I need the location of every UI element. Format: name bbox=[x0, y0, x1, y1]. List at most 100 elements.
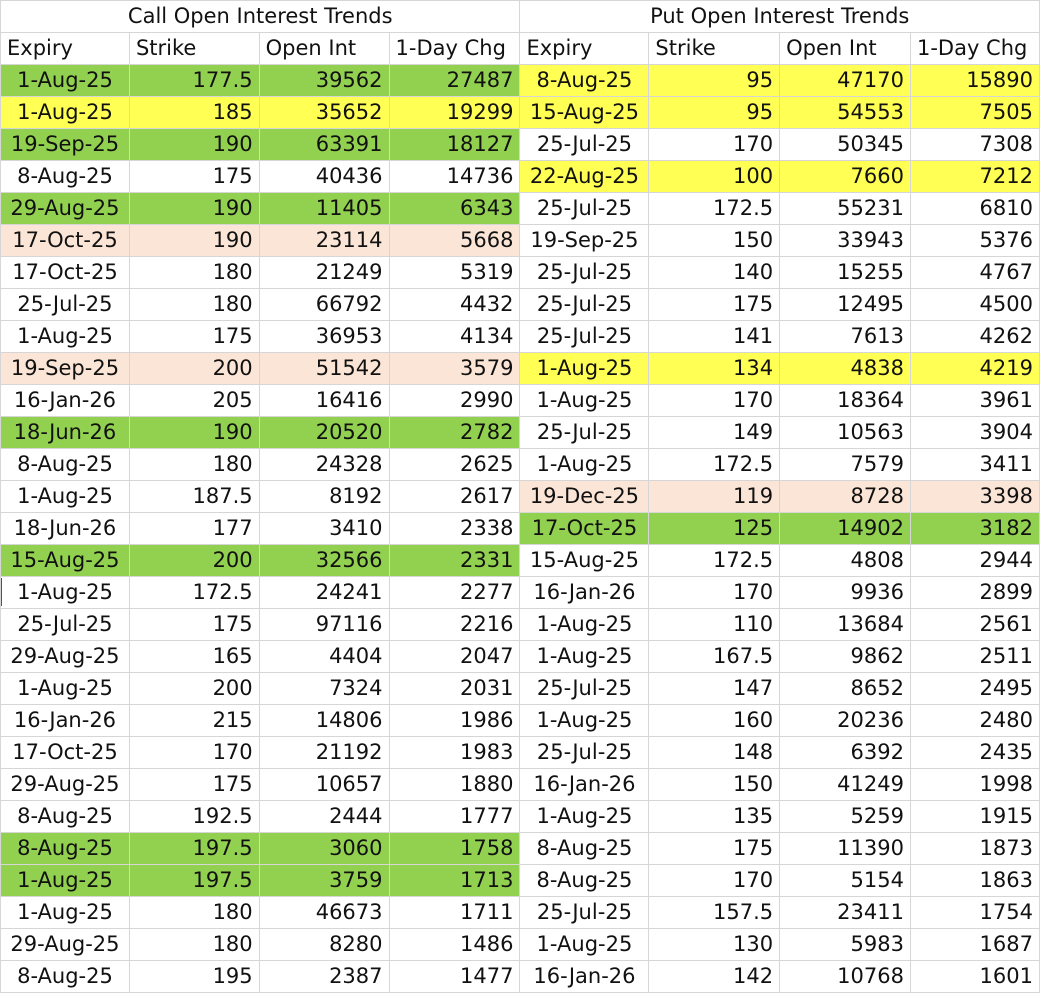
call-header-strike[interactable]: Strike bbox=[128, 32, 260, 65]
call-cell-open-int[interactable]: 24241 bbox=[258, 576, 390, 609]
call-cell-expiry[interactable]: 1-Aug-25 bbox=[0, 672, 130, 705]
call-cell-expiry[interactable]: 1-Aug-25 bbox=[0, 576, 130, 609]
call-cell-1-day-chg[interactable]: 2031 bbox=[388, 672, 521, 705]
put-cell-expiry[interactable]: 25-Jul-25 bbox=[519, 128, 650, 161]
put-cell-1-day-chg[interactable]: 1754 bbox=[909, 896, 1040, 929]
put-cell-expiry[interactable]: 25-Jul-25 bbox=[519, 320, 650, 353]
put-cell-1-day-chg[interactable]: 3398 bbox=[909, 480, 1040, 513]
call-cell-expiry[interactable]: 29-Aug-25 bbox=[0, 192, 130, 225]
put-cell-open-int[interactable]: 9862 bbox=[779, 640, 911, 673]
call-cell-1-day-chg[interactable]: 1983 bbox=[388, 736, 521, 769]
call-cell-open-int[interactable]: 51542 bbox=[258, 352, 390, 385]
call-cell-strike[interactable]: 180 bbox=[128, 288, 260, 321]
put-cell-strike[interactable]: 172.5 bbox=[648, 544, 781, 577]
put-cell-open-int[interactable]: 11390 bbox=[779, 832, 911, 865]
put-cell-1-day-chg[interactable]: 1601 bbox=[909, 960, 1040, 993]
call-cell-expiry[interactable]: 18-Jun-26 bbox=[0, 512, 130, 545]
call-cell-1-day-chg[interactable]: 1880 bbox=[388, 768, 521, 801]
call-cell-strike[interactable]: 190 bbox=[128, 224, 260, 257]
put-cell-open-int[interactable]: 7613 bbox=[779, 320, 911, 353]
put-cell-1-day-chg[interactable]: 4262 bbox=[909, 320, 1040, 353]
put-cell-expiry[interactable]: 25-Jul-25 bbox=[519, 896, 650, 929]
call-cell-open-int[interactable]: 40436 bbox=[258, 160, 390, 193]
call-cell-open-int[interactable]: 3759 bbox=[258, 864, 390, 897]
put-cell-open-int[interactable]: 6392 bbox=[779, 736, 911, 769]
put-cell-1-day-chg[interactable]: 6810 bbox=[909, 192, 1040, 225]
put-cell-open-int[interactable]: 47170 bbox=[779, 64, 911, 97]
call-cell-open-int[interactable]: 23114 bbox=[258, 224, 390, 257]
put-cell-open-int[interactable]: 13684 bbox=[779, 608, 911, 641]
call-cell-1-day-chg[interactable]: 1477 bbox=[388, 960, 521, 993]
call-cell-open-int[interactable]: 8192 bbox=[258, 480, 390, 513]
put-cell-1-day-chg[interactable]: 2435 bbox=[909, 736, 1040, 769]
put-cell-expiry[interactable]: 15-Aug-25 bbox=[519, 96, 650, 129]
call-cell-strike[interactable]: 200 bbox=[128, 544, 260, 577]
call-cell-1-day-chg[interactable]: 2331 bbox=[388, 544, 521, 577]
call-cell-1-day-chg[interactable]: 18127 bbox=[388, 128, 521, 161]
call-cell-open-int[interactable]: 8280 bbox=[258, 928, 390, 961]
call-cell-strike[interactable]: 177 bbox=[128, 512, 260, 545]
call-cell-expiry[interactable]: 19-Sep-25 bbox=[0, 128, 130, 161]
call-cell-strike[interactable]: 200 bbox=[128, 352, 260, 385]
call-cell-expiry[interactable]: 18-Jun-26 bbox=[0, 416, 130, 449]
put-cell-expiry[interactable]: 25-Jul-25 bbox=[519, 288, 650, 321]
put-cell-expiry[interactable]: 1-Aug-25 bbox=[519, 608, 650, 641]
put-cell-expiry[interactable]: 25-Jul-25 bbox=[519, 736, 650, 769]
put-cell-strike[interactable]: 119 bbox=[648, 480, 781, 513]
put-cell-strike[interactable]: 130 bbox=[648, 928, 781, 961]
call-cell-strike[interactable]: 175 bbox=[128, 320, 260, 353]
call-cell-strike[interactable]: 180 bbox=[128, 896, 260, 929]
call-cell-open-int[interactable]: 46673 bbox=[258, 896, 390, 929]
call-cell-open-int[interactable]: 66792 bbox=[258, 288, 390, 321]
call-cell-1-day-chg[interactable]: 2617 bbox=[388, 480, 521, 513]
put-cell-open-int[interactable]: 7579 bbox=[779, 448, 911, 481]
call-cell-1-day-chg[interactable]: 1986 bbox=[388, 704, 521, 737]
call-cell-1-day-chg[interactable]: 4134 bbox=[388, 320, 521, 353]
call-cell-expiry[interactable]: 1-Aug-25 bbox=[0, 64, 130, 97]
call-cell-1-day-chg[interactable]: 1713 bbox=[388, 864, 521, 897]
put-cell-open-int[interactable]: 41249 bbox=[779, 768, 911, 801]
put-cell-strike[interactable]: 175 bbox=[648, 288, 781, 321]
call-cell-open-int[interactable]: 10657 bbox=[258, 768, 390, 801]
call-cell-open-int[interactable]: 3410 bbox=[258, 512, 390, 545]
put-cell-expiry[interactable]: 8-Aug-25 bbox=[519, 64, 650, 97]
put-cell-expiry[interactable]: 25-Jul-25 bbox=[519, 416, 650, 449]
put-cell-strike[interactable]: 150 bbox=[648, 768, 781, 801]
put-cell-strike[interactable]: 167.5 bbox=[648, 640, 781, 673]
put-cell-strike[interactable]: 110 bbox=[648, 608, 781, 641]
call-cell-expiry[interactable]: 15-Aug-25 bbox=[0, 544, 130, 577]
call-cell-open-int[interactable]: 14806 bbox=[258, 704, 390, 737]
call-cell-expiry[interactable]: 8-Aug-25 bbox=[0, 960, 130, 993]
call-cell-expiry[interactable]: 16-Jan-26 bbox=[0, 384, 130, 417]
put-cell-strike[interactable]: 141 bbox=[648, 320, 781, 353]
call-cell-open-int[interactable]: 2444 bbox=[258, 800, 390, 833]
call-cell-open-int[interactable]: 2387 bbox=[258, 960, 390, 993]
put-header-strike[interactable]: Strike bbox=[648, 32, 781, 65]
put-cell-expiry[interactable]: 25-Jul-25 bbox=[519, 256, 650, 289]
put-cell-strike[interactable]: 125 bbox=[648, 512, 781, 545]
put-cell-strike[interactable]: 149 bbox=[648, 416, 781, 449]
put-cell-expiry[interactable]: 8-Aug-25 bbox=[519, 864, 650, 897]
put-cell-1-day-chg[interactable]: 1915 bbox=[909, 800, 1040, 833]
call-cell-open-int[interactable]: 24328 bbox=[258, 448, 390, 481]
put-cell-open-int[interactable]: 23411 bbox=[779, 896, 911, 929]
put-cell-open-int[interactable]: 5259 bbox=[779, 800, 911, 833]
put-cell-1-day-chg[interactable]: 4500 bbox=[909, 288, 1040, 321]
put-cell-1-day-chg[interactable]: 15890 bbox=[909, 64, 1040, 97]
call-cell-open-int[interactable]: 21249 bbox=[258, 256, 390, 289]
call-cell-strike[interactable]: 175 bbox=[128, 160, 260, 193]
call-cell-open-int[interactable]: 16416 bbox=[258, 384, 390, 417]
put-cell-expiry[interactable]: 19-Dec-25 bbox=[519, 480, 650, 513]
call-cell-strike[interactable]: 180 bbox=[128, 448, 260, 481]
put-cell-strike[interactable]: 140 bbox=[648, 256, 781, 289]
call-header-open-int[interactable]: Open Int bbox=[258, 32, 390, 65]
put-cell-strike[interactable]: 160 bbox=[648, 704, 781, 737]
put-cell-1-day-chg[interactable]: 1863 bbox=[909, 864, 1040, 897]
put-cell-1-day-chg[interactable]: 2480 bbox=[909, 704, 1040, 737]
put-cell-expiry[interactable]: 22-Aug-25 bbox=[519, 160, 650, 193]
put-cell-expiry[interactable]: 25-Jul-25 bbox=[519, 672, 650, 705]
call-cell-strike[interactable]: 215 bbox=[128, 704, 260, 737]
put-cell-strike[interactable]: 100 bbox=[648, 160, 781, 193]
call-cell-expiry[interactable]: 17-Oct-25 bbox=[0, 224, 130, 257]
put-cell-open-int[interactable]: 15255 bbox=[779, 256, 911, 289]
